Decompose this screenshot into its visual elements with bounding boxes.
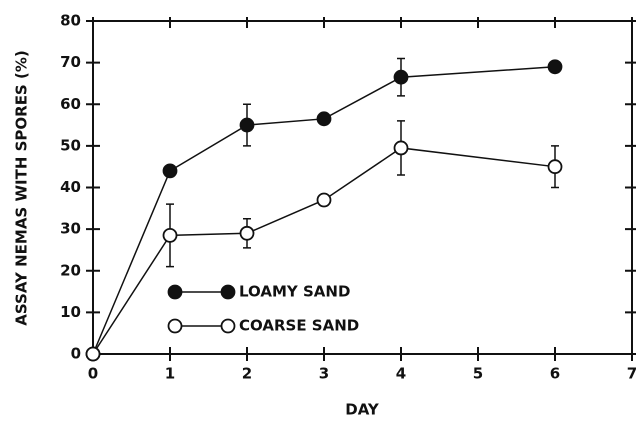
y-tick-label: 40 bbox=[60, 178, 81, 196]
data-point bbox=[547, 159, 563, 175]
x-tick-label: 3 bbox=[319, 365, 329, 383]
y-tick-label: 80 bbox=[60, 12, 81, 30]
series-line bbox=[92, 147, 556, 355]
y-tick-label: 70 bbox=[60, 53, 81, 71]
y-tick-label: 60 bbox=[60, 95, 81, 113]
y-tick-label: 10 bbox=[60, 303, 81, 321]
x-axis-label: DAY bbox=[345, 401, 380, 419]
x-tick-label: 1 bbox=[165, 365, 175, 383]
data-point bbox=[239, 117, 255, 133]
legend-marker bbox=[220, 284, 236, 300]
data-point bbox=[162, 227, 178, 243]
legend-label: COARSE SAND bbox=[239, 317, 359, 335]
x-tick-label: 2 bbox=[242, 365, 252, 383]
data-point bbox=[316, 111, 332, 127]
y-tick-label: 30 bbox=[60, 220, 81, 238]
legend-label: LOAMY SAND bbox=[239, 283, 350, 301]
series-line bbox=[92, 66, 556, 355]
legend-marker bbox=[167, 284, 183, 300]
data-point bbox=[393, 140, 409, 156]
legend-marker bbox=[220, 318, 236, 334]
data-point bbox=[239, 225, 255, 241]
x-tick-label: 6 bbox=[550, 365, 560, 383]
data-point bbox=[547, 59, 563, 75]
y-axis-label: ASSAY NEMAS WITH SPORES (%) bbox=[13, 50, 31, 325]
x-tick-label: 7 bbox=[627, 365, 637, 383]
legend-marker bbox=[167, 318, 183, 334]
data-point bbox=[393, 69, 409, 85]
data-point bbox=[85, 346, 101, 362]
y-tick-label: 0 bbox=[71, 345, 81, 363]
x-tick-label: 4 bbox=[396, 365, 406, 383]
y-tick-label: 20 bbox=[60, 261, 81, 279]
x-tick-label: 0 bbox=[88, 365, 98, 383]
y-tick-label: 50 bbox=[60, 136, 81, 154]
data-point bbox=[162, 163, 178, 179]
x-tick-label: 5 bbox=[473, 365, 483, 383]
data-point bbox=[316, 192, 332, 208]
